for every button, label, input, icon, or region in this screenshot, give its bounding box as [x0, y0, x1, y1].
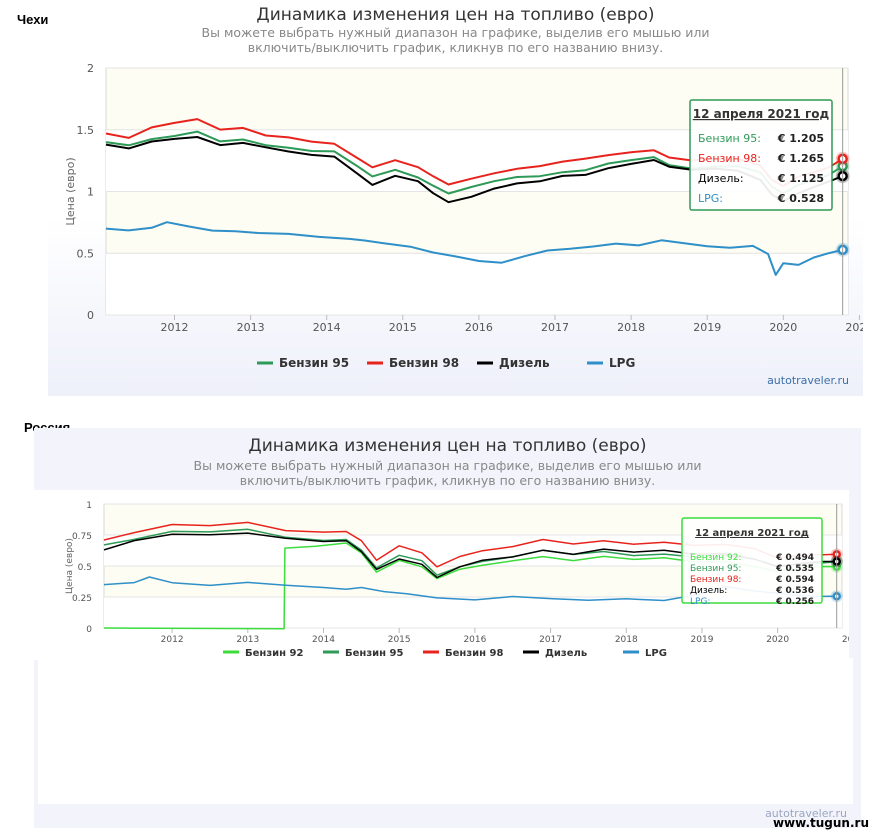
legend-item-3[interactable]: Дизель [477, 356, 550, 370]
legend-item-2[interactable]: Бензин 95 [323, 648, 403, 659]
legend-label: Бензин 92 [245, 648, 303, 659]
x-tick-label: 2021 [845, 321, 863, 334]
tooltip-row-label: Дизель: [690, 586, 727, 596]
x-tick-label: 2021 [842, 635, 849, 645]
legend-item-4[interactable]: LPG [587, 356, 635, 370]
fuel-price-chart-czech[interactable]: 0 0.5 1 1.5 2 2012 2013 2014 2015 2016 2017 2018 201… [48, 60, 863, 390]
y-tick-label: 0.5 [78, 563, 92, 573]
chart-title: Динамика изменения цен на топливо (евро) [256, 5, 655, 25]
legend-label: Бензин 95 [345, 648, 403, 659]
credit-link[interactable]: autotraveler.ru [765, 807, 847, 820]
tooltip-row-label: LPG: [698, 192, 723, 205]
plot-band [106, 253, 848, 315]
x-tick-label: 2019 [691, 635, 714, 645]
tooltip-row-label: LPG: [690, 597, 710, 607]
country-heading-czech: Чехия [17, 12, 56, 27]
tooltip-row-value: € 0.594 [775, 575, 814, 585]
x-tick-label: 2018 [617, 321, 645, 334]
y-tick-label: 1 [86, 501, 92, 511]
x-tick-label: 2017 [541, 321, 569, 334]
chart-subtitle-line2: включить/выключить график, кликнув по ег… [247, 40, 664, 55]
tooltip-date: 12 апреля 2021 год [693, 107, 830, 121]
watermark: www.tugun.ru [772, 816, 869, 830]
blank-area [38, 658, 853, 804]
chart-subtitle-line1: Вы можете выбрать нужный диапазон на гра… [193, 458, 702, 473]
y-tick-label: 0.5 [77, 247, 95, 260]
tooltip-row-value: € 0.535 [775, 564, 814, 574]
y-tick-label: 2 [87, 62, 94, 75]
y-tick-label: 0 [86, 625, 92, 635]
tooltip-row-label: Бензин 92: [690, 553, 741, 563]
legend-item-3[interactable]: Бензин 98 [423, 648, 503, 659]
tooltip-row-label: Бензин 95: [698, 132, 761, 145]
x-tick-label: 2017 [539, 635, 562, 645]
legend-item-5[interactable]: LPG [623, 648, 667, 659]
x-tick-label: 2013 [236, 635, 259, 645]
legend-label: Бензин 95 [279, 356, 349, 370]
y-axis-label: Цена (евро) [64, 157, 77, 225]
y-tick-label: 1 [87, 186, 94, 199]
x-tick-label: 2018 [615, 635, 638, 645]
chart-subtitle-line1: Вы можете выбрать нужный диапазон на гра… [201, 25, 710, 40]
legend-label: LPG [609, 356, 635, 370]
x-tick-label: 2015 [388, 635, 411, 645]
chart-panel-czech: Динамика изменения цен на топливо (евро)… [48, 0, 863, 396]
tooltip-date: 12 апреля 2021 год [695, 528, 809, 539]
y-tick-label: 0 [87, 309, 94, 322]
y-axis-label: Цена (евро) [65, 538, 75, 594]
y-tick-label: 0.25 [72, 594, 92, 604]
legend-label: LPG [645, 648, 667, 659]
chart-panel-russia: Динамика изменения цен на топливо (евро)… [34, 428, 861, 828]
legend-item-4[interactable]: Дизель [523, 648, 587, 659]
legend-label: Бензин 98 [445, 648, 503, 659]
y-tick-label: 0.75 [72, 532, 92, 542]
legend-label: Бензин 98 [389, 356, 459, 370]
credit-link[interactable]: autotraveler.ru [767, 374, 849, 387]
tooltip-row-label: Бензин 98: [698, 152, 761, 165]
tooltip-row-value: € 1.205 [777, 132, 824, 145]
x-tick-label: 2013 [237, 321, 265, 334]
tooltip-row-label: Бензин 95: [690, 564, 741, 574]
chart-subtitle-line2: включить/выключить график, кликнув по ег… [239, 473, 656, 488]
chart-title: Динамика изменения цен на топливо (евро) [248, 436, 647, 456]
tooltip-box [681, 517, 823, 604]
tooltip-row-value: € 0.528 [777, 192, 824, 205]
fuel-price-chart-russia[interactable]: 0 0.25 0.5 0.75 1 2012 2013 2014 2015 2016 2017 201… [34, 490, 849, 660]
x-tick-label: 2020 [766, 635, 789, 645]
x-tick-label: 2015 [389, 321, 417, 334]
tooltip-row-label: Дизель: [698, 172, 744, 185]
x-tick-label: 2020 [769, 321, 797, 334]
legend-item-1[interactable]: Бензин 92 [223, 648, 303, 659]
x-tick-label: 2016 [465, 321, 493, 334]
legend-label: Дизель [545, 648, 587, 659]
tooltip-row-value: € 0.536 [775, 586, 814, 596]
tooltip-box [689, 99, 833, 211]
tooltip-row-value: € 1.265 [777, 152, 824, 165]
x-tick-label: 2012 [160, 321, 188, 334]
x-tick-label: 2016 [463, 635, 486, 645]
tooltip-row-value: € 0.256 [775, 597, 814, 607]
legend-item-2[interactable]: Бензин 98 [367, 356, 459, 370]
x-tick-label: 2012 [161, 635, 184, 645]
legend-item-1[interactable]: Бензин 95 [257, 356, 349, 370]
tooltip: 12 апреля 2021 год Бензин 95: € 1.205 Бензи… [689, 99, 833, 211]
x-tick-label: 2014 [312, 635, 335, 645]
y-tick-label: 1.5 [77, 124, 95, 137]
tooltip-row-label: Бензин 98: [690, 575, 741, 585]
tooltip-row-value: € 1.125 [777, 172, 824, 185]
tooltip-row-value: € 0.494 [775, 553, 814, 563]
legend-label: Дизель [499, 356, 550, 370]
x-tick-label: 2019 [693, 321, 721, 334]
x-tick-label: 2014 [313, 321, 341, 334]
series-line-4 [105, 221, 843, 276]
tooltip: 12 апреля 2021 год Бензин 92: € 0.494 Бензи… [681, 517, 823, 607]
